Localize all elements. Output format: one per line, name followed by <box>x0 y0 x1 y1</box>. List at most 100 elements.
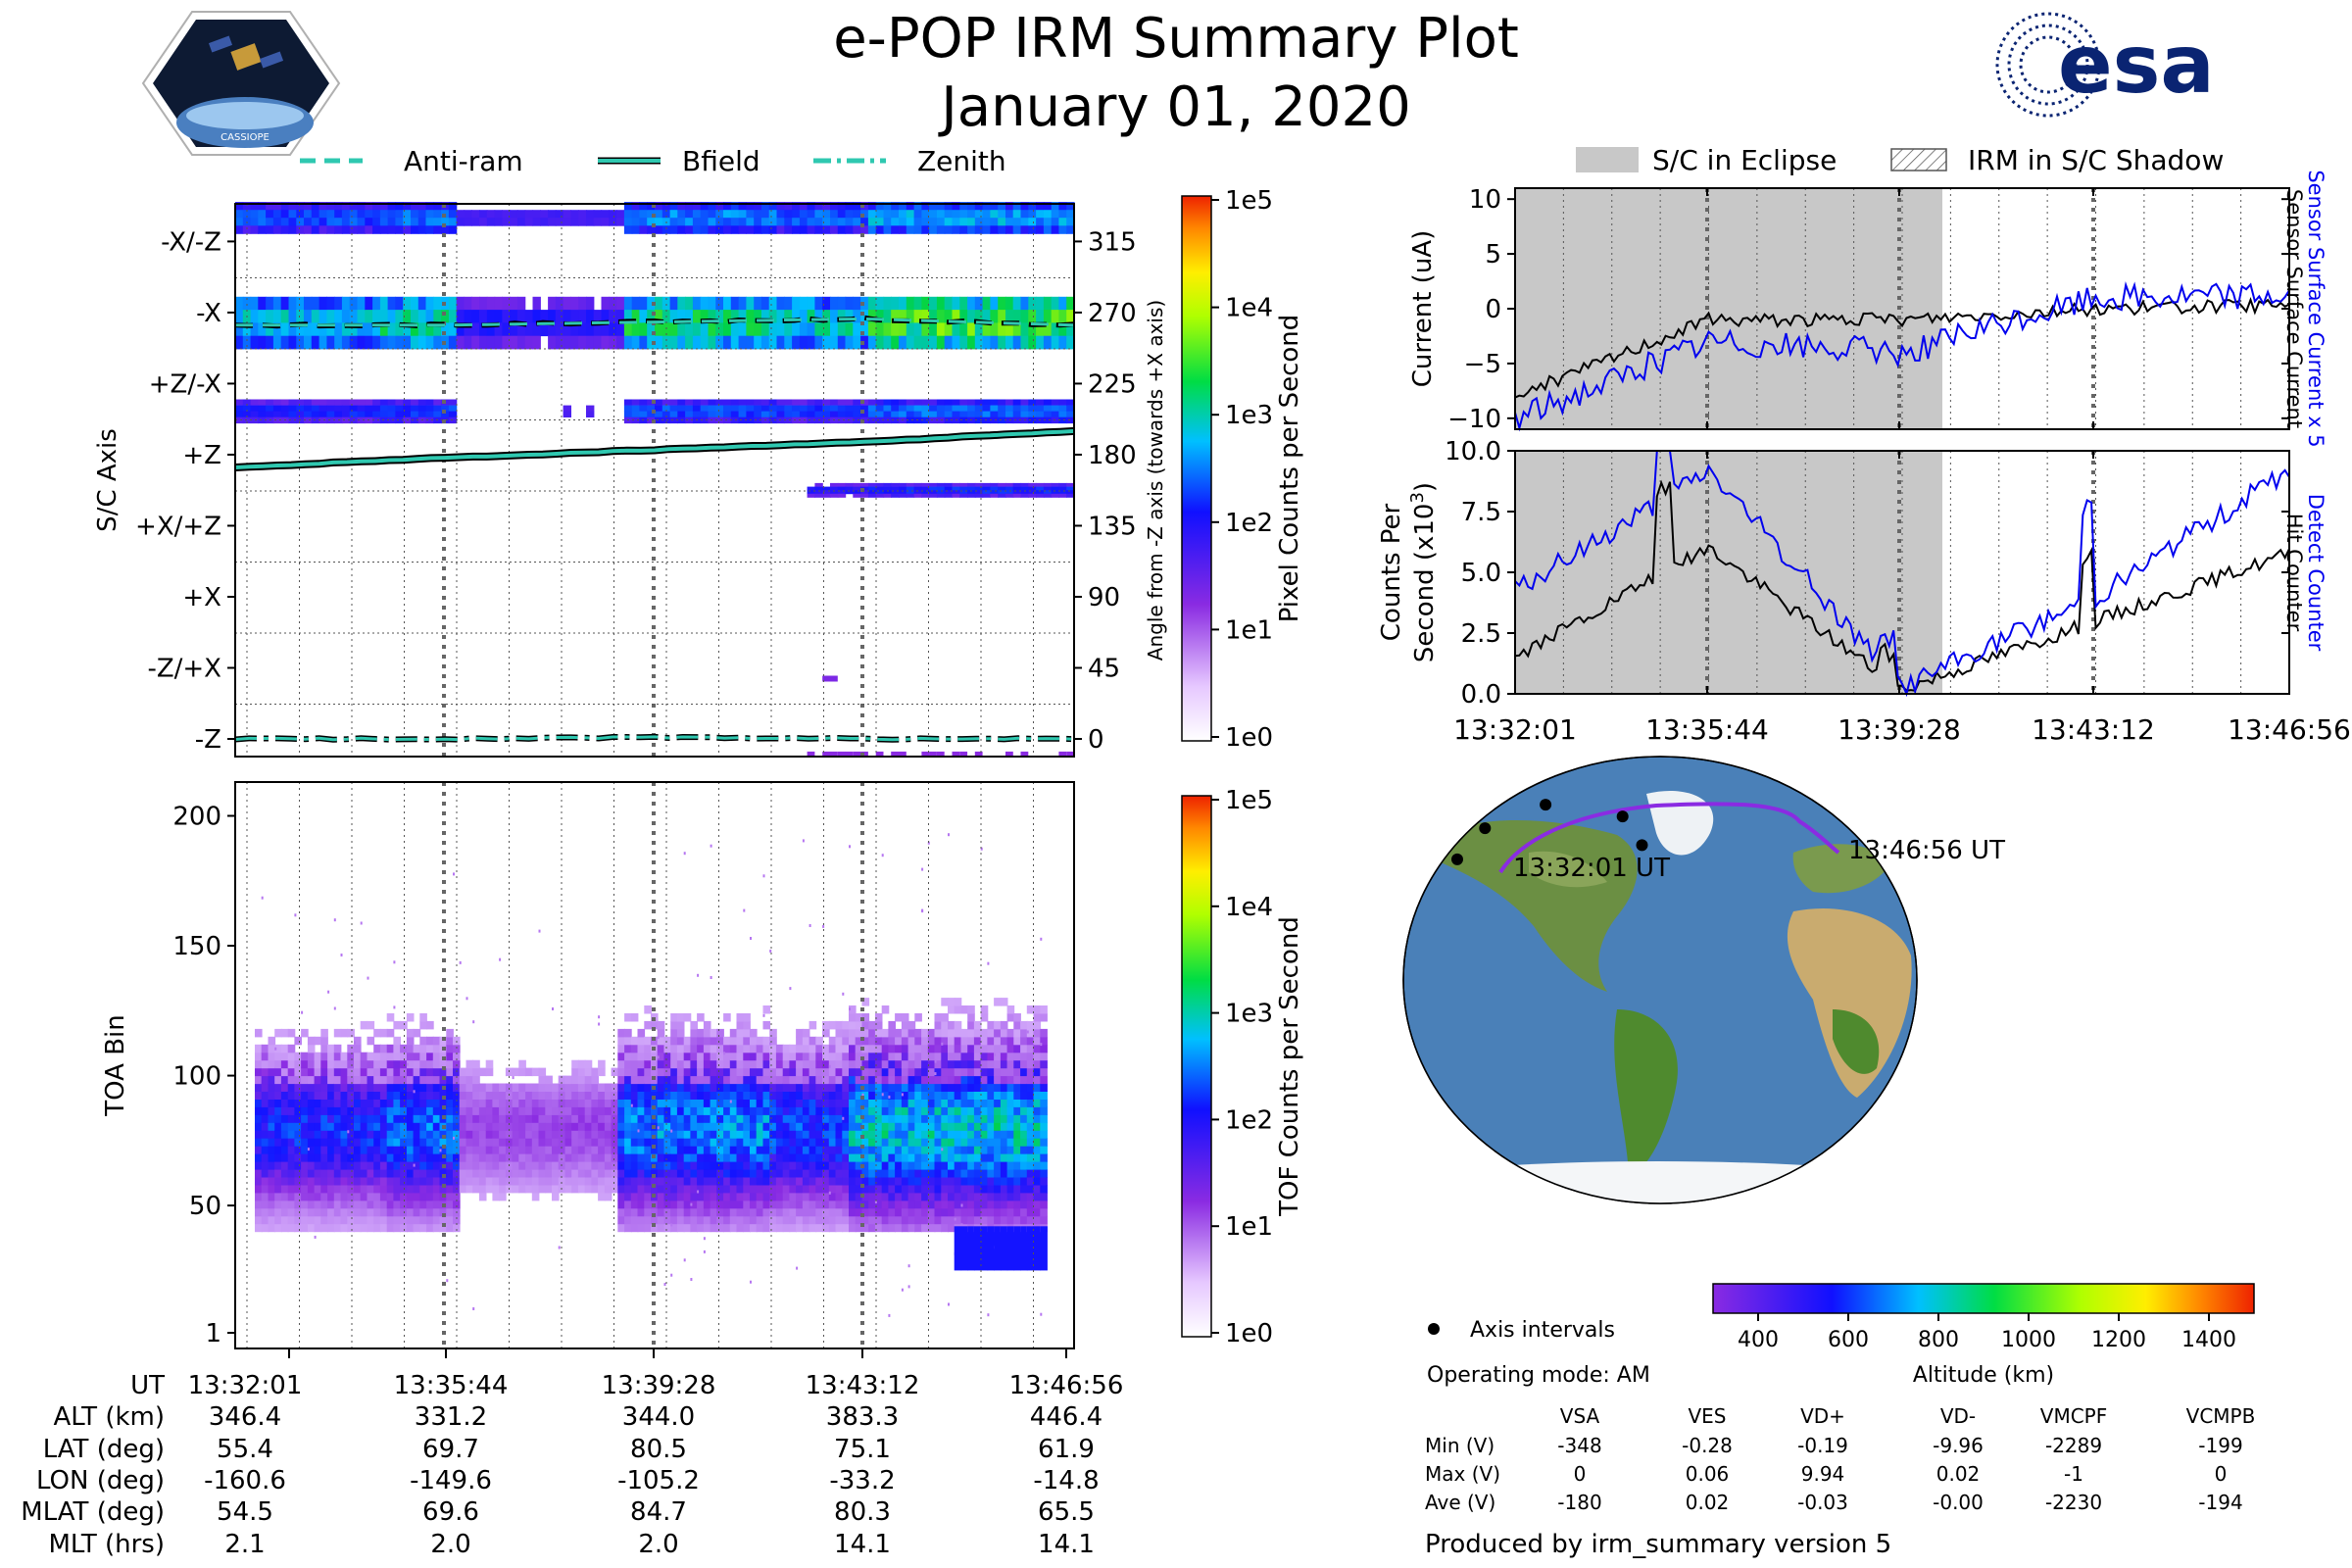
pixel-cell <box>944 399 954 406</box>
ephemeris-cell: 446.4 <box>1030 1402 1102 1432</box>
tof-cell <box>874 1091 883 1100</box>
pixel-cell <box>647 310 656 323</box>
tof-cell <box>499 1184 507 1194</box>
y-tick-label: 10.0 <box>1445 437 1501 466</box>
tof-cell <box>591 1067 599 1077</box>
pixel-cell <box>540 310 549 323</box>
tof-cell <box>796 1106 804 1115</box>
esa-logo: esa <box>1995 12 2215 118</box>
tof-cell <box>333 1130 342 1139</box>
tof-cell <box>796 1200 804 1209</box>
colorbar-tick-label: 1e4 <box>1225 294 1273 323</box>
tof-cell <box>676 1052 685 1061</box>
tof-cell <box>1033 1138 1042 1147</box>
pixel-cell <box>357 218 366 226</box>
pixel-cell <box>341 416 351 424</box>
pixel-cell <box>677 202 686 211</box>
tof-cell <box>340 1161 349 1170</box>
tof-cell <box>921 1067 929 1077</box>
counts-panel: 10.07.55.02.50.0 Counts Per Second (x103… <box>1377 437 2328 710</box>
tof-cell <box>426 1177 434 1186</box>
tof-cell <box>967 1122 975 1131</box>
tof-cell <box>301 1177 309 1186</box>
tof-cell <box>426 1114 434 1123</box>
tof-speck <box>907 1264 910 1268</box>
tof-cell <box>367 1075 375 1085</box>
tof-cell <box>499 1146 507 1154</box>
tof-cell <box>895 1013 903 1022</box>
tof-cell <box>1006 1106 1015 1115</box>
tof-cell <box>967 1114 975 1123</box>
tof-cell <box>868 1184 876 1194</box>
tof-cell <box>617 1192 625 1201</box>
tof-cell <box>261 1067 270 1077</box>
tof-cell <box>828 1114 837 1123</box>
tof-cell <box>907 1091 916 1100</box>
pixel-cell <box>998 399 1006 406</box>
pixel-cell <box>1028 490 1037 495</box>
tof-cell <box>419 1075 427 1085</box>
pixel-cell <box>623 218 633 226</box>
pixel-cell <box>304 322 313 337</box>
pixel-cell <box>959 416 968 424</box>
tof-cell <box>518 1083 526 1092</box>
tof-cell <box>941 1059 949 1069</box>
pixel-cell <box>845 210 854 219</box>
pixel-cell <box>563 411 571 417</box>
tof-cell <box>287 1161 296 1170</box>
pixel-cell <box>768 416 778 424</box>
tof-cell <box>379 1059 388 1069</box>
tof-cell <box>954 1106 962 1115</box>
tof-cell <box>901 1044 909 1054</box>
tof-cell <box>499 1169 507 1178</box>
tof-cell <box>808 1153 817 1162</box>
counts-ylabel-2-exp: 3 <box>1407 492 1428 503</box>
tof-cell <box>584 1153 593 1162</box>
tof-speck <box>630 1103 633 1107</box>
tof-cell <box>261 1138 270 1147</box>
tof-cell <box>367 1192 375 1201</box>
tof-cell <box>386 1200 395 1209</box>
tof-cell <box>453 1044 461 1054</box>
tof-cell <box>360 1161 368 1170</box>
orbit-point <box>1451 853 1463 865</box>
pixel-cell <box>723 296 732 311</box>
tof-cell <box>426 1075 434 1085</box>
pixel-cell <box>1005 218 1014 226</box>
pixel-cell <box>738 202 747 211</box>
tof-cell <box>934 1083 943 1092</box>
pixel-cell <box>723 335 732 350</box>
tof-cell <box>340 1059 349 1069</box>
tof-cell <box>598 1130 606 1139</box>
tof-cell <box>769 1067 777 1077</box>
pixel-cell <box>288 296 297 311</box>
tof-speck <box>472 1020 475 1024</box>
tof-cell <box>525 1169 533 1178</box>
tof-cell <box>268 1153 276 1162</box>
tof-cell <box>644 1036 652 1046</box>
pixel-cell <box>242 225 252 234</box>
tof-cell <box>881 1044 890 1054</box>
pixel-cell <box>708 411 716 417</box>
tof-cell <box>617 1067 625 1077</box>
tof-cell <box>314 1223 322 1233</box>
pixel-cell <box>379 399 389 406</box>
tof-cell <box>261 1177 270 1186</box>
tof-cell <box>314 1192 322 1201</box>
pixel-cell <box>822 751 830 758</box>
tof-cell <box>637 1036 646 1046</box>
tof-speck <box>598 1015 601 1019</box>
tof-cell <box>340 1138 349 1147</box>
tof-cell <box>1013 1114 1021 1123</box>
tof-cell <box>314 1059 322 1069</box>
tof-cell <box>651 1130 659 1139</box>
pixel-cell <box>982 405 991 412</box>
pixel-cell <box>853 493 861 498</box>
pixel-cell <box>784 399 793 406</box>
tof-cell <box>690 1044 698 1054</box>
tof-cell <box>743 1099 751 1107</box>
pixel-cell <box>746 399 755 406</box>
tof-cell <box>1033 1207 1042 1217</box>
pixel-cell <box>532 210 541 219</box>
